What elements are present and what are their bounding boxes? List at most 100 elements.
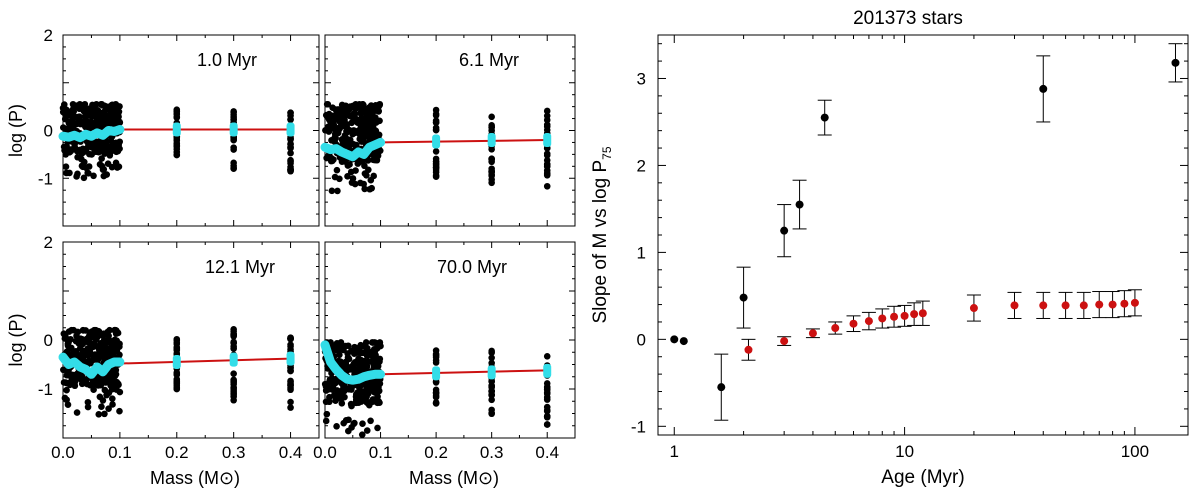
data-point <box>337 344 345 351</box>
data-point <box>325 123 332 131</box>
y-tick-label: 0 <box>637 330 646 349</box>
data-point <box>108 163 116 171</box>
y-tick-label: 2 <box>44 26 53 45</box>
data-point <box>543 406 551 414</box>
data-point-black <box>820 113 829 122</box>
data-point <box>543 383 551 391</box>
data-point <box>357 125 364 133</box>
data-point <box>101 410 108 418</box>
data-point <box>113 117 121 124</box>
data-point <box>106 347 114 354</box>
data-point <box>115 163 123 171</box>
data-point <box>353 141 360 149</box>
data-point <box>63 386 70 394</box>
y-tick-label: -1 <box>38 380 53 399</box>
data-point <box>342 360 350 368</box>
data-point-red <box>969 304 978 313</box>
data-point <box>432 106 440 114</box>
data-point <box>324 100 332 108</box>
data-point <box>543 352 551 360</box>
data-point <box>173 137 181 144</box>
median-marker <box>543 133 552 148</box>
data-point <box>543 156 551 164</box>
data-point-red <box>864 317 873 326</box>
data-point <box>353 349 360 356</box>
data-point <box>334 129 342 137</box>
data-point <box>345 140 352 148</box>
data-point <box>103 139 110 146</box>
data-point <box>351 180 359 188</box>
data-point <box>348 386 355 393</box>
data-point <box>116 388 124 396</box>
median-band <box>58 352 125 379</box>
data-point <box>230 393 237 400</box>
data-point <box>89 379 97 387</box>
data-point <box>368 349 375 356</box>
data-point <box>100 166 108 173</box>
data-point <box>287 341 294 349</box>
data-point <box>109 401 116 408</box>
panel-slope-vs-age: -1 0 1 2 3 1 10 100 201373 stars Age (Myr) Slope o… <box>590 8 1189 488</box>
fit-line <box>380 369 548 376</box>
data-point <box>230 343 237 350</box>
data-point <box>375 387 383 395</box>
data-point <box>86 339 94 347</box>
data-point <box>74 328 82 336</box>
data-point <box>351 110 359 118</box>
data-point <box>372 104 380 111</box>
data-point <box>103 144 111 151</box>
data-point <box>360 180 368 188</box>
data-point-red <box>808 329 817 338</box>
data-point <box>543 390 551 398</box>
data-point <box>361 364 368 372</box>
data-point <box>339 394 346 402</box>
median-marker <box>286 122 295 137</box>
panel-age-label: 70.0 Myr <box>437 257 507 277</box>
x-axis-label: Age (Myr) <box>881 467 964 488</box>
data-point <box>351 358 359 366</box>
data-point <box>432 112 440 119</box>
data-point <box>326 376 334 383</box>
data-point <box>230 388 237 395</box>
data-point <box>173 344 181 351</box>
data-point-red <box>1010 301 1019 310</box>
data-point <box>354 119 361 127</box>
data-point <box>370 361 378 369</box>
data-point <box>373 378 380 385</box>
data-point <box>90 172 97 180</box>
data-point <box>230 159 237 167</box>
panel-bottom-right: 0.0 0.1 0.2 0.3 0.4 70.0 Myr Mass (M⊙) <box>313 241 576 488</box>
data-point-red <box>910 310 919 319</box>
data-point <box>83 107 91 114</box>
data-point <box>63 108 70 116</box>
data-point <box>367 417 374 425</box>
data-point-black <box>717 383 726 392</box>
data-point <box>432 160 440 167</box>
data-point <box>65 328 73 335</box>
data-point-red <box>780 337 789 346</box>
data-point <box>336 116 344 124</box>
data-point <box>62 379 69 386</box>
y-tick-label: 1 <box>637 243 646 262</box>
panel-top-left: 2 0 -1 1.0 Myr log (P) <box>6 26 320 227</box>
data-point <box>543 116 551 124</box>
data-point <box>65 119 73 127</box>
data-point <box>365 117 373 124</box>
data-point-red <box>900 311 909 320</box>
data-point <box>103 377 110 385</box>
data-point <box>488 122 495 129</box>
data-point <box>287 398 294 406</box>
data-point <box>344 173 351 180</box>
data-point <box>100 172 108 180</box>
data-point <box>342 417 350 424</box>
data-point <box>287 156 294 164</box>
data-point <box>374 424 381 432</box>
median-marker <box>172 355 181 370</box>
data-point <box>365 122 373 129</box>
data-point <box>116 407 123 415</box>
y-tick-label: 2 <box>637 156 646 175</box>
data-point <box>113 380 120 387</box>
median-marker <box>172 122 181 137</box>
data-point <box>488 179 495 187</box>
data-point <box>116 340 123 348</box>
